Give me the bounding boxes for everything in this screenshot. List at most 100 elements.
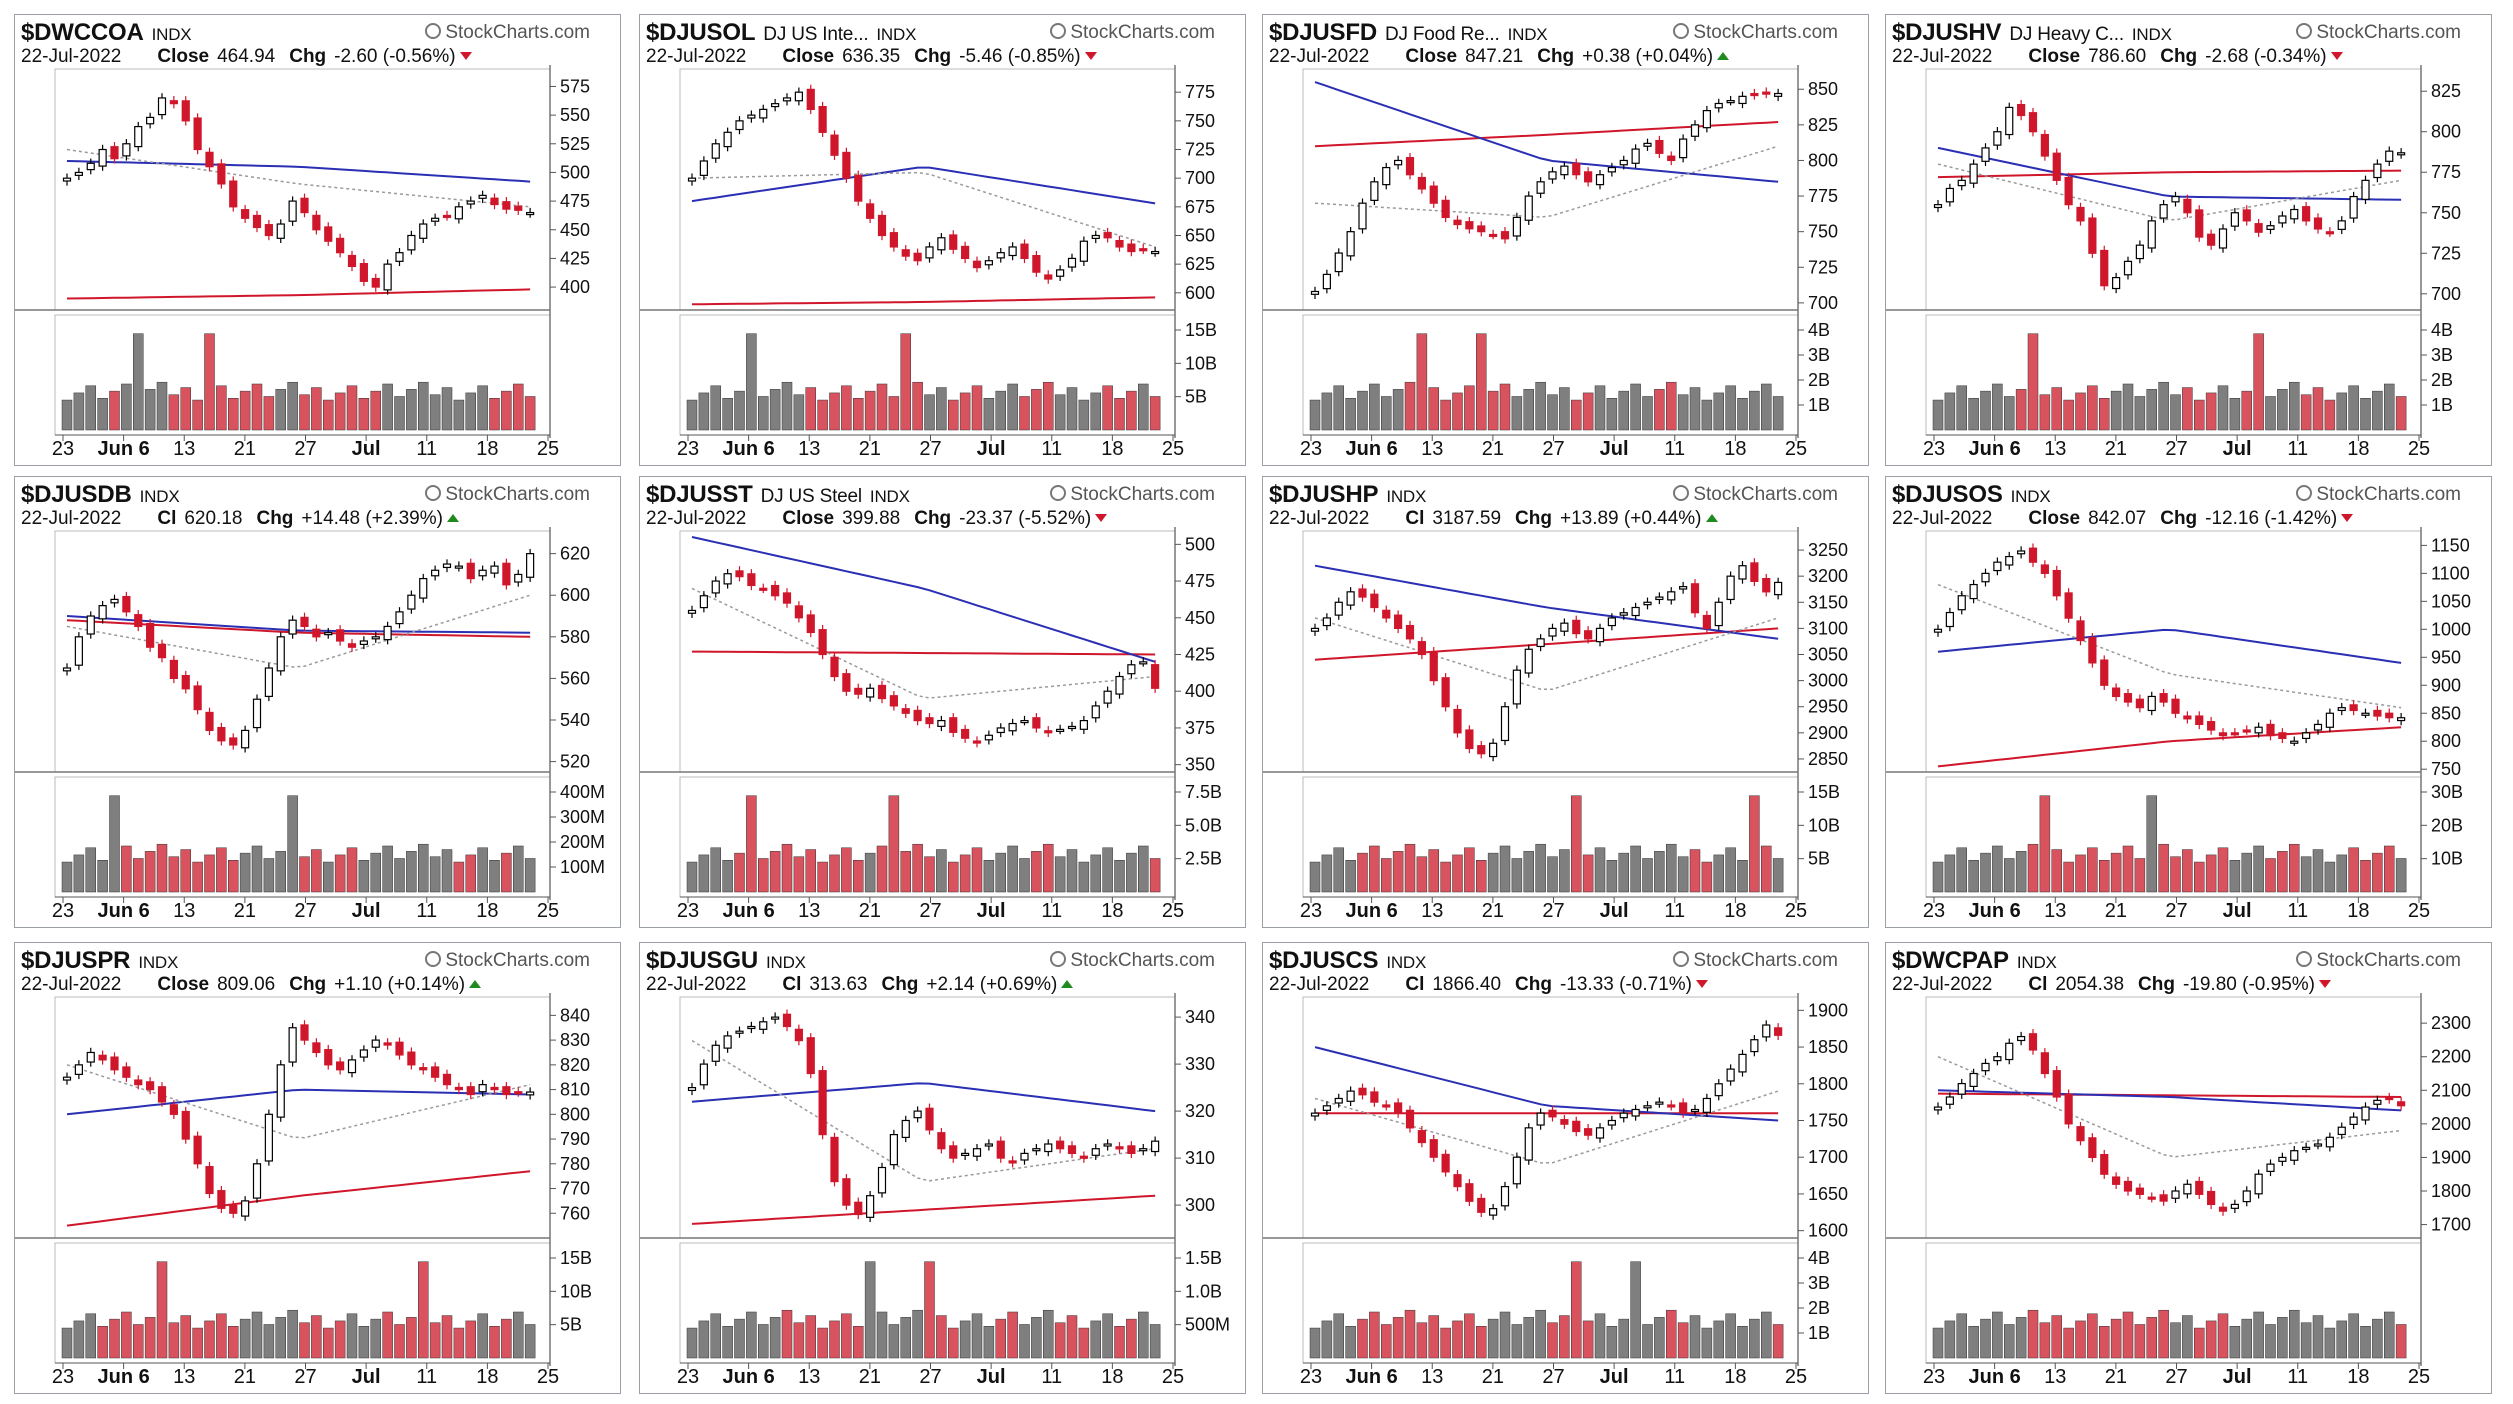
candle xyxy=(2147,1196,2156,1200)
x-tick-label: 21 xyxy=(2105,438,2127,460)
volume-bar xyxy=(948,399,959,431)
chart-panel-djushp[interactable]: $DJUSHP INDX StockCharts.com 22-Jul-2022 Cl 3… xyxy=(1262,476,1869,928)
volume-bar xyxy=(1487,390,1499,431)
candle xyxy=(490,197,499,206)
chart-panel-djusst[interactable]: $DJUSST DJ US Steel INDX StockCharts.com 22-… xyxy=(639,476,1246,928)
candle xyxy=(1417,641,1426,656)
candle xyxy=(1702,1097,1711,1113)
candle xyxy=(1524,195,1533,221)
x-tick-label: 13 xyxy=(2044,900,2066,922)
volume-bar xyxy=(85,847,96,893)
price-tick-label: 580 xyxy=(560,627,590,647)
candle xyxy=(1714,102,1723,109)
volume-bar xyxy=(1476,1326,1487,1359)
candle xyxy=(2183,715,2192,720)
volume-bar xyxy=(912,381,923,431)
candle xyxy=(2218,732,2228,737)
volume-bar xyxy=(2289,843,2300,893)
candle xyxy=(1726,575,1735,601)
x-tick-label: 11 xyxy=(2287,900,2308,922)
candle xyxy=(2159,1194,2168,1202)
chart-panel-djusdb[interactable]: $DJUSDB INDX StockCharts.com 22-Jul-2022 Cl 6… xyxy=(14,476,621,928)
chart-symbol: $DJUSOL DJ US Inte... INDX xyxy=(646,19,916,47)
volume-bar xyxy=(1138,1311,1149,1359)
price-tick-label: 2200 xyxy=(2431,1047,2471,1067)
candle xyxy=(2195,715,2204,726)
price-tick-label: 775 xyxy=(2431,162,2461,182)
price-tick-label: 700 xyxy=(1185,168,1215,188)
volume-bar xyxy=(346,385,358,431)
volume-bar xyxy=(1321,1320,1333,1359)
candle xyxy=(925,717,934,725)
volume-bar xyxy=(1654,389,1665,431)
volume-bar xyxy=(1968,1326,1979,1359)
candle xyxy=(2218,228,2228,249)
price-tick-label: 1850 xyxy=(1808,1037,1848,1057)
x-tick-label: 18 xyxy=(1724,1366,1746,1388)
chart-panel-djusgu[interactable]: $DJUSGU INDX StockCharts.com 22-Jul-2022 Cl 3… xyxy=(639,942,1246,1394)
chart-panel-dwccoa[interactable]: $DWCCOA INDX StockCharts.com 22-Jul-2022 Clo… xyxy=(14,14,621,466)
price-tick-label: 725 xyxy=(2431,243,2461,263)
candle xyxy=(2171,698,2180,714)
volume-bar xyxy=(61,1327,73,1359)
volume-bar xyxy=(1606,860,1618,893)
chart-panel-dwcpap[interactable]: $DWCPAP INDX StockCharts.com 22-Jul-2022 Cl 2… xyxy=(1885,942,2492,1394)
ma-short-line xyxy=(1937,583,2402,709)
volume-tick-label: 20B xyxy=(2431,815,2463,835)
chart-svg: 500 475 450 425 400 375 350 7.5B 5.0B 2.5B 23 Jun 6… xyxy=(640,527,1222,922)
stockcharts-brand: StockCharts.com xyxy=(425,950,590,972)
candle xyxy=(937,1132,946,1150)
price-tick-label: 320 xyxy=(1185,1101,1215,1121)
candle xyxy=(1643,601,1652,606)
volume-bar xyxy=(394,1324,405,1359)
chart-panel-djuspr[interactable]: $DJUSPR INDX StockCharts.com 22-Jul-2022 Clo… xyxy=(14,942,621,1394)
candle xyxy=(1762,577,1771,593)
chart-panel-djusol[interactable]: $DJUSOL DJ US Inte... INDX StockCharts.com 2… xyxy=(639,14,1246,466)
ma-short-line xyxy=(691,587,1156,699)
price-tick-label: 3100 xyxy=(1808,618,1848,638)
x-tick-label: 25 xyxy=(537,900,559,922)
volume-bar xyxy=(1392,1317,1404,1359)
volume-bar xyxy=(382,1311,393,1359)
candle xyxy=(514,1091,523,1095)
close-label: Close xyxy=(157,974,210,995)
chart-svg: 850 825 800 775 750 725 700 4B 3B 2B 1B 23 Jun 6 13 21… xyxy=(1263,65,1838,460)
symbol-text: $DJUSGU xyxy=(646,947,758,974)
volume-bar xyxy=(2182,387,2193,431)
chart-panel-djusos[interactable]: $DJUSOS INDX StockCharts.com 22-Jul-2022 Clo… xyxy=(1885,476,2492,928)
volume-bar xyxy=(2087,1313,2098,1359)
volume-bar xyxy=(1440,861,1451,893)
chg-label: Chg xyxy=(2160,508,2198,529)
volume-bar xyxy=(2194,861,2205,893)
candle xyxy=(1453,1174,1462,1188)
chart-panel-djusfd[interactable]: $DJUSFD DJ Food Re... INDX StockCharts.com 2… xyxy=(1262,14,1869,466)
volume-tick-label: 10B xyxy=(1185,353,1217,373)
candle xyxy=(866,1195,875,1218)
candle xyxy=(735,570,744,578)
volume-bar xyxy=(1932,1327,1944,1359)
candle xyxy=(818,1070,827,1136)
x-tick-label: 21 xyxy=(234,900,256,922)
volume-bar xyxy=(429,856,441,893)
quote-line: 22-Jul-2022 Close 636.35 Chg -5.46 (-0.85%) xyxy=(646,46,1097,68)
volume-bar xyxy=(1345,398,1356,431)
quote-date: 22-Jul-2022 xyxy=(21,46,122,67)
chart-panel-djuscs[interactable]: $DJUSCS INDX StockCharts.com 22-Jul-2022 Cl 1… xyxy=(1262,942,1869,1394)
candle xyxy=(1429,1139,1438,1158)
candle xyxy=(1981,1062,1990,1072)
volume-bar xyxy=(133,333,144,431)
volume-bar xyxy=(1725,1313,1736,1359)
price-tick-label: 1800 xyxy=(2431,1181,2471,1201)
x-tick-label: Jul xyxy=(1600,900,1629,922)
volume-bar xyxy=(2348,1313,2359,1359)
price-tick-label: 2850 xyxy=(1808,749,1848,769)
volume-bar xyxy=(2360,860,2371,893)
volume-bar xyxy=(2063,399,2074,431)
candle xyxy=(1774,92,1783,97)
volume-bar xyxy=(1345,860,1356,893)
chart-panel-djushv[interactable]: $DJUSHV DJ Heavy C... INDX StockCharts.com 2… xyxy=(1885,14,2492,466)
price-tick-label: 2100 xyxy=(2431,1080,2471,1100)
close-label: Cl xyxy=(782,974,802,995)
volume-bar xyxy=(1642,396,1653,431)
close-value: 3187.59 xyxy=(1432,508,1502,529)
